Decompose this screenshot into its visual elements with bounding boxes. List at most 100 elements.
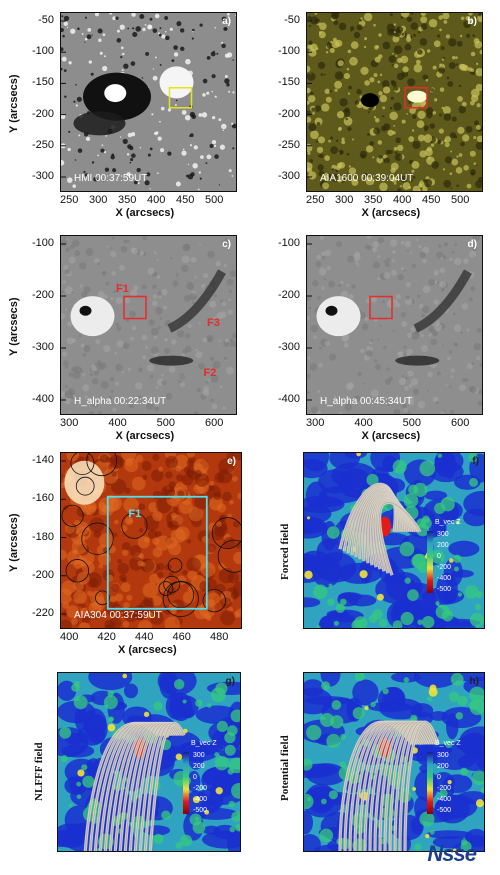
y-tick-label: -200 [277,107,300,120]
y-tick-label: -300 [31,170,54,182]
panel-image-svg [61,453,241,628]
colorbar-tick: -500 [437,585,452,593]
panel-tag: f) [472,456,479,467]
panel-tag: e) [227,456,236,467]
x-axis-label: X (arcsecs) [118,644,177,656]
panel-tag: c) [222,239,231,250]
side-label: Forced field [279,523,291,580]
x-tick-label: 600 [451,417,470,429]
y-tick-label: -50 [38,14,54,26]
panel-tag: b) [467,16,477,27]
x-tick-label: 300 [60,417,79,429]
colorbar-tick: 200 [193,763,205,771]
y-tick-label: -100 [277,237,300,249]
panel-d: d) H_alpha 00:45:34UT -100 -200 -300 -400 300 4… [278,235,483,442]
y-tick-label: -140 [31,454,54,466]
colorbar-gradient [427,752,433,815]
feature-label: F1 [116,283,129,296]
colorbar-tick: 0 [437,774,441,782]
colorbar-tick: -500 [437,807,452,815]
panel-g-image [57,672,241,852]
panel-caption: AIA304 00:37:59UT [74,610,162,621]
panel-c: c) H_alpha 00:22:34UT F1 F3 F2 -100 -200 -300 -4… [8,235,237,442]
x-axis-label: X (arcsecs) [115,207,175,219]
panel-f: f) Forced field B_vec Z 300 200 0 -200 -400 -500 [279,452,485,629]
y-tick-label: -100 [31,237,54,249]
x-tick-label: 500 [451,194,470,206]
panel-g: g) NLFFF field B_vec Z 300 200 0 -200 -400 -500 [33,672,241,852]
panel-image-svg [304,453,484,628]
y-axis-label: Y (arcsecs) [8,297,20,356]
y-axis-label: Y (arcsecs) [8,74,20,133]
x-tick-label: 300 [89,194,108,206]
panel-e: e) AIA304 00:37:59UT F1 -140 -160 -180 -200 -22… [8,452,242,656]
colorbar-tick: -200 [437,563,452,571]
x-tick-label: 400 [354,417,373,429]
panel-image-svg [61,13,236,191]
panel-b-image [306,12,483,192]
panel-a-image [60,12,237,192]
y-tick-label: -400 [277,393,300,405]
colorbar-gradient [427,530,433,593]
x-tick-label: 450 [176,194,195,206]
y-tick-label: -250 [277,138,300,151]
y-tick-label: -50 [284,14,300,26]
x-axis-label: X (arcsecs) [361,430,421,442]
panel-image-svg [58,673,240,851]
feature-label: F2 [203,366,217,379]
colorbar-tick: 200 [437,763,449,771]
panel-c-image [60,235,237,415]
feature-label: F3 [207,316,220,329]
panel-image-svg [304,673,484,851]
panel-tag: g) [225,676,235,687]
y-tick-label: -160 [31,492,54,505]
colorbar-tick: 0 [437,552,441,560]
colorbar-tick: 0 [193,774,197,782]
colorbar-title: B_vec Z [435,518,461,526]
colorbar-tick: 300 [193,752,205,760]
x-tick-label: 250 [306,194,325,206]
colorbar-tick: -500 [193,807,208,815]
y-tick-label: -400 [31,393,54,405]
x-tick-label: 250 [60,194,79,206]
x-tick-label: 600 [205,417,224,429]
panel-e-image [60,452,242,629]
panel-image-svg [307,236,482,414]
feature-label: F1 [128,508,142,520]
y-tick-label: -200 [31,107,54,120]
panel-tag: h) [469,676,479,687]
panel-tag: d) [467,239,477,250]
x-tick-label: 460 [172,631,191,643]
x-tick-label: 500 [205,194,224,206]
panel-f-image [303,452,485,629]
panel-a: a) HMI 00:37:59UT -50 -100 -150 -200 -250 -300 2… [8,12,237,219]
colorbar-title: B_vec Z [435,740,461,748]
y-tick-label: -100 [31,45,54,58]
y-tick-label: -100 [277,45,300,58]
x-tick-label: 480 [210,631,229,643]
panel-tag: a) [222,16,231,27]
panel-caption: H_alpha 00:22:34UT [74,396,167,407]
y-tick-label: -200 [31,289,54,301]
panel-image-svg [307,13,482,191]
y-tick-label: -250 [31,138,54,151]
y-tick-label: -200 [31,568,54,581]
x-tick-label: 300 [335,194,354,206]
x-axis-label: X (arcsecs) [361,207,421,219]
colorbar-tick: 300 [437,752,449,760]
panel-h-image [303,672,485,852]
side-label: Potential field [279,735,291,801]
colorbar-gradient [183,752,189,815]
y-tick-label: -300 [277,341,300,353]
x-tick-label: 440 [135,631,154,643]
colorbar-tick: -200 [193,785,208,793]
y-tick-label: -180 [31,530,54,543]
y-tick-label: -300 [277,170,300,182]
panel-h: h) Potential field B_vec Z 300 200 0 -200 -400 -… [279,672,485,852]
y-tick-label: -150 [277,76,300,89]
panel-b: b) AIA1600 00:39:04UT -50 -100 -150 -200 -250 -… [278,12,483,219]
panel-d-image [306,235,483,415]
colorbar-tick: 200 [437,541,449,549]
side-label: NLFFF field [33,742,45,801]
y-tick-label: -220 [31,607,54,619]
